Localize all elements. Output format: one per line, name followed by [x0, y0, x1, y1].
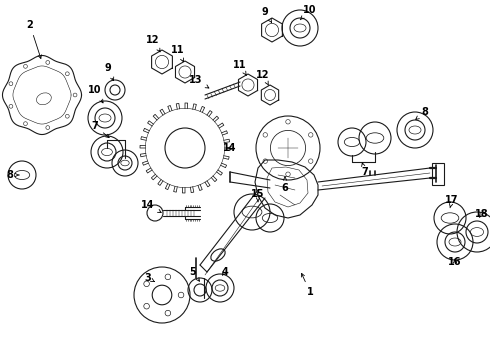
Text: 16: 16	[448, 257, 462, 267]
Text: 4: 4	[221, 267, 228, 277]
Text: 1: 1	[301, 273, 314, 297]
Text: 13: 13	[189, 75, 209, 88]
Text: 10: 10	[300, 5, 317, 20]
Text: 8: 8	[416, 107, 428, 120]
Text: 14: 14	[141, 200, 161, 212]
Text: 9: 9	[105, 63, 114, 81]
Text: 7: 7	[362, 163, 368, 177]
Text: 3: 3	[145, 273, 154, 283]
Text: 2: 2	[26, 20, 42, 58]
Text: 8: 8	[6, 170, 19, 180]
Text: 10: 10	[88, 85, 103, 103]
Text: 5: 5	[190, 267, 199, 281]
Text: 6: 6	[282, 177, 289, 193]
Text: 9: 9	[262, 7, 271, 22]
Text: 12: 12	[256, 70, 270, 85]
Text: 15: 15	[251, 189, 265, 202]
Text: 7: 7	[92, 121, 109, 138]
Text: 17: 17	[445, 195, 459, 208]
Text: 12: 12	[146, 35, 160, 52]
Text: 18: 18	[475, 209, 489, 219]
Text: 11: 11	[233, 60, 247, 75]
Text: 14: 14	[223, 143, 237, 153]
Text: 11: 11	[171, 45, 185, 62]
